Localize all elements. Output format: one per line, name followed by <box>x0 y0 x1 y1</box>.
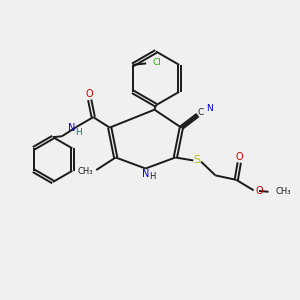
Text: CH₃: CH₃ <box>77 167 93 176</box>
Text: Cl: Cl <box>153 58 162 67</box>
Text: N: N <box>68 123 76 133</box>
Text: O: O <box>86 89 94 100</box>
Text: H: H <box>149 172 156 182</box>
Text: N: N <box>142 169 150 179</box>
Text: O: O <box>255 186 263 196</box>
Text: C: C <box>198 108 204 117</box>
Text: H: H <box>75 128 82 136</box>
Text: N: N <box>206 104 212 113</box>
Text: O: O <box>236 152 243 162</box>
Text: S: S <box>193 155 200 165</box>
Text: CH₃: CH₃ <box>275 187 291 196</box>
